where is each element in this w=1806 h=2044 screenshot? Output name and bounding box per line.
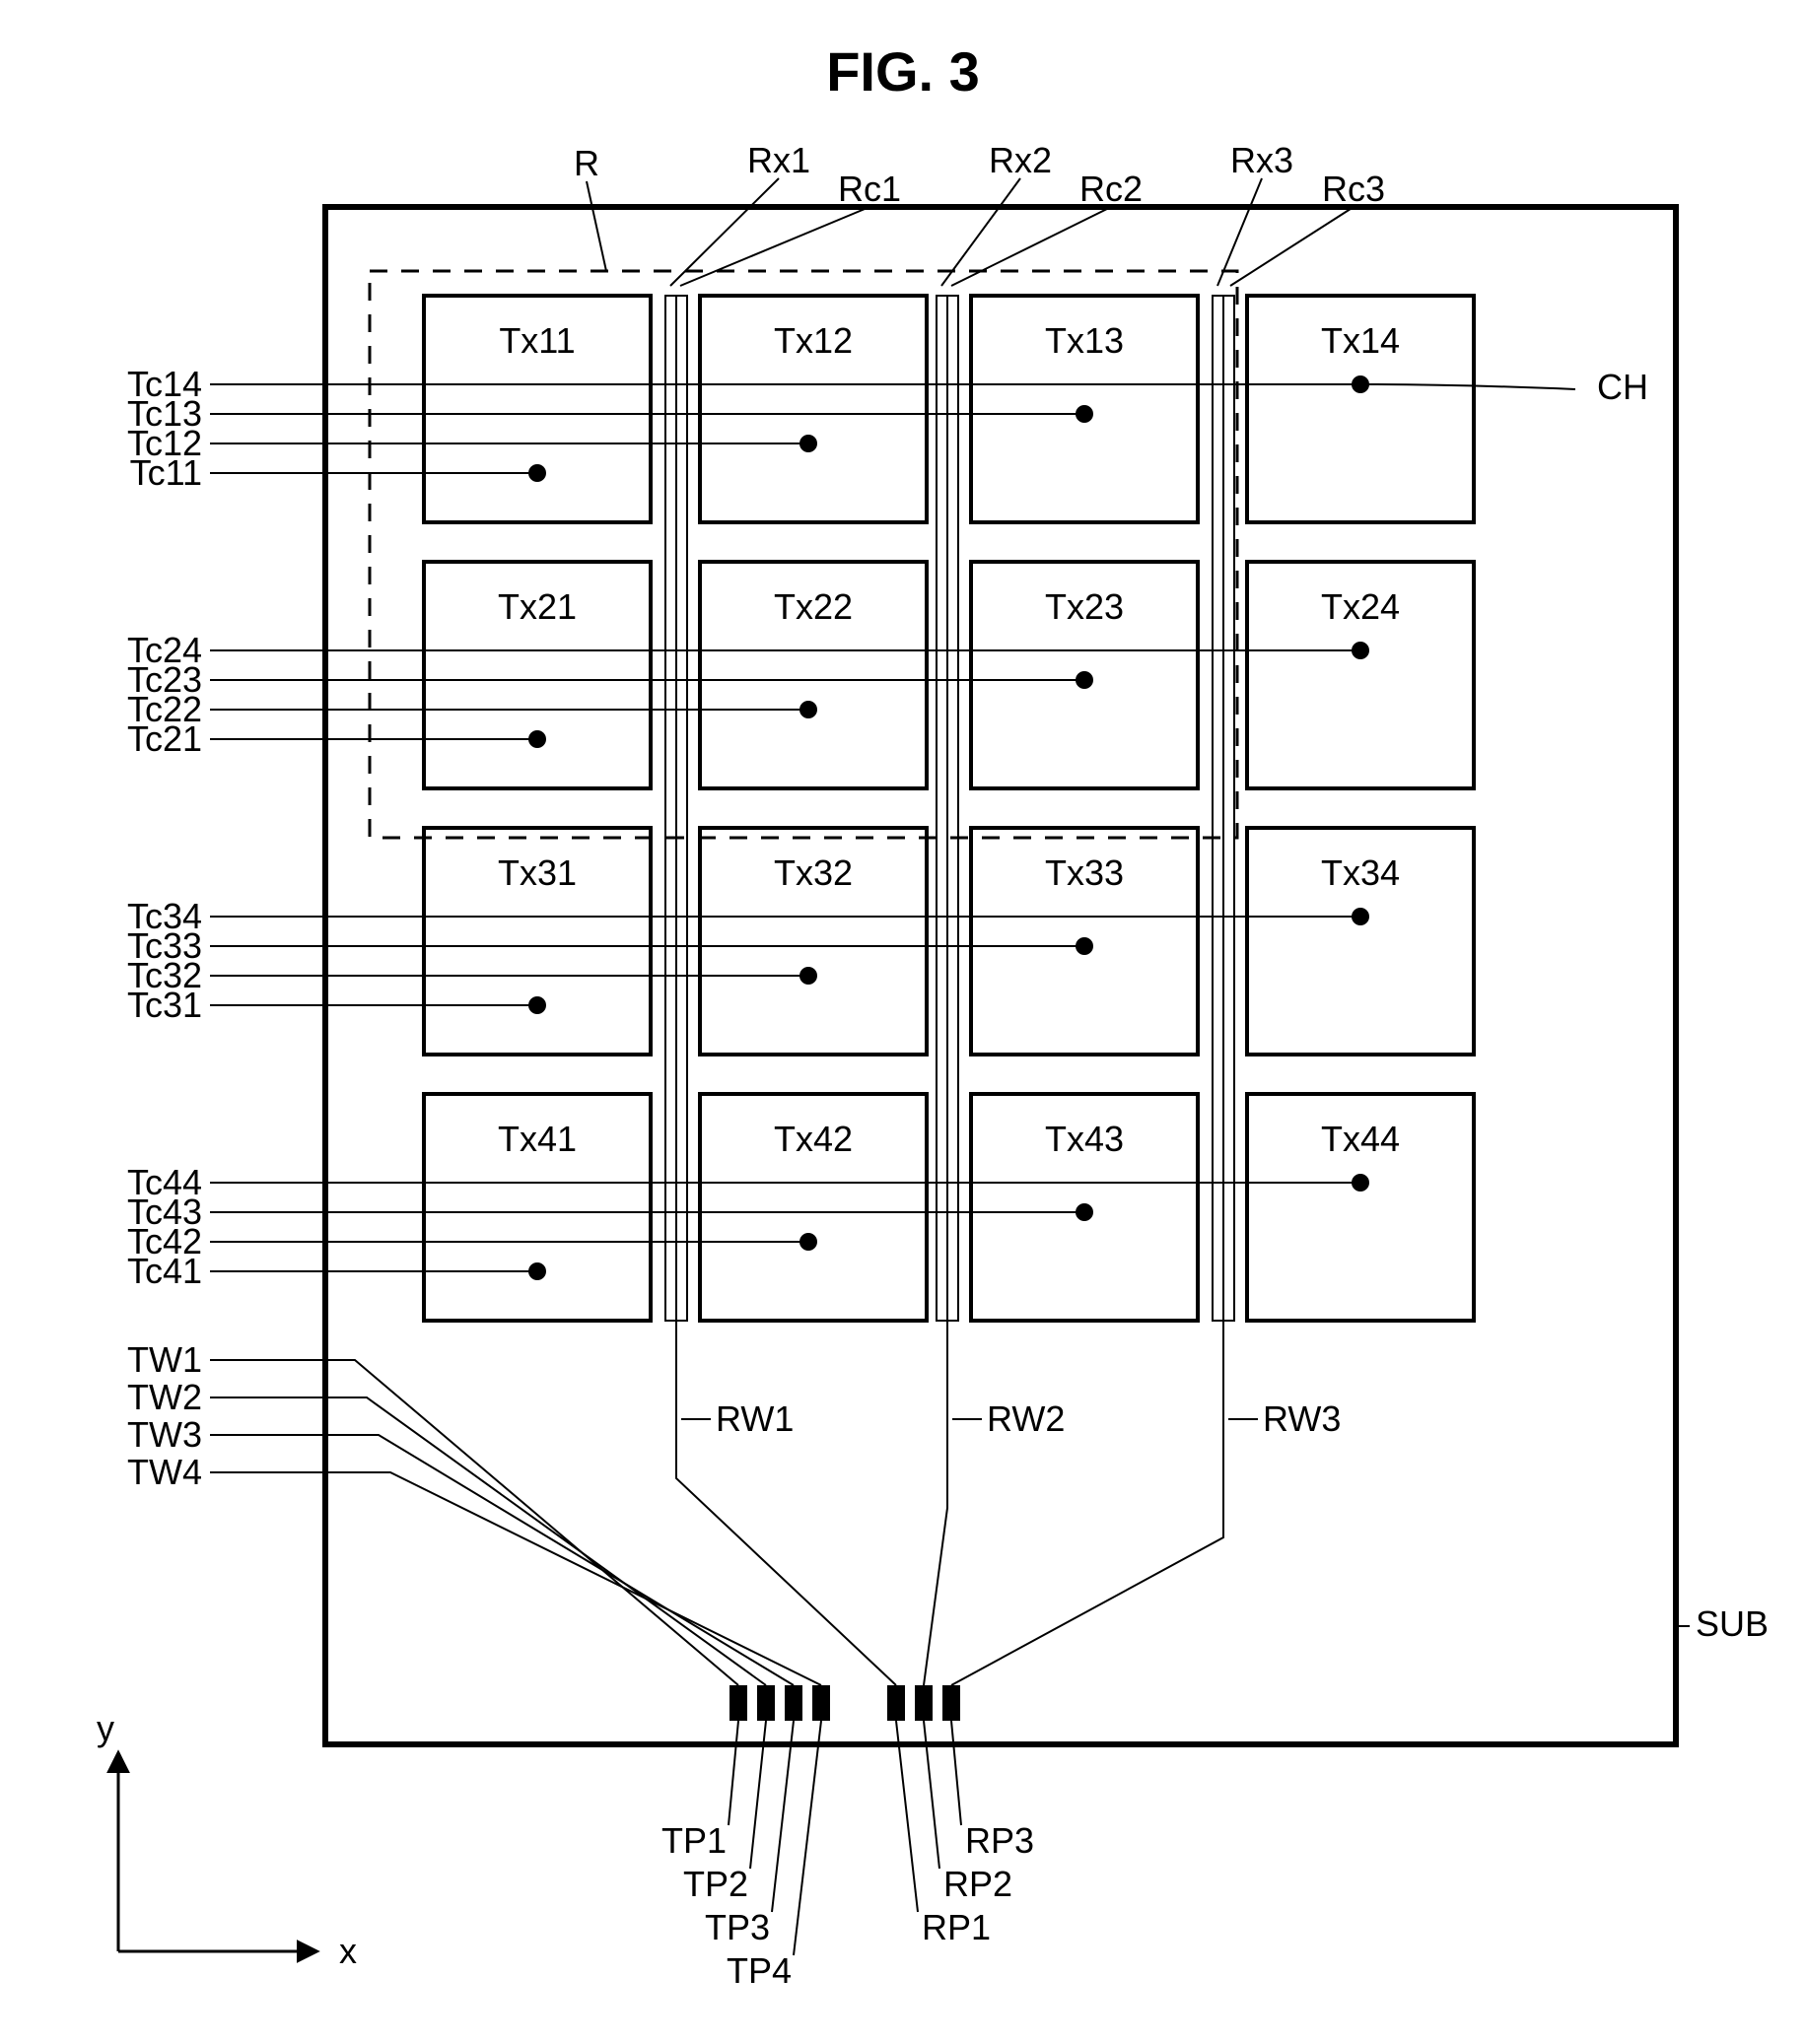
contact-dot [1352, 908, 1369, 925]
svg-text:Tx44: Tx44 [1321, 1119, 1400, 1159]
svg-text:TP1: TP1 [661, 1820, 727, 1861]
svg-text:RW1: RW1 [716, 1398, 794, 1439]
svg-text:TP4: TP4 [727, 1950, 792, 1991]
svg-text:Rc1: Rc1 [838, 169, 901, 209]
svg-text:Tx43: Tx43 [1045, 1119, 1124, 1159]
svg-text:y: y [97, 1708, 114, 1748]
svg-text:Tc31: Tc31 [127, 985, 202, 1025]
contact-dot [799, 1233, 817, 1251]
svg-text:TP2: TP2 [683, 1864, 748, 1904]
svg-text:Tx34: Tx34 [1321, 852, 1400, 893]
svg-text:TP3: TP3 [705, 1907, 770, 1947]
svg-text:Tc41: Tc41 [127, 1251, 202, 1291]
svg-text:RP3: RP3 [965, 1820, 1034, 1861]
svg-text:Tx24: Tx24 [1321, 586, 1400, 627]
svg-text:Tx11: Tx11 [499, 320, 575, 361]
contact-dot [528, 1262, 546, 1280]
svg-text:TW2: TW2 [127, 1377, 202, 1417]
svg-text:TW1: TW1 [127, 1339, 202, 1380]
svg-text:Rx1: Rx1 [747, 140, 810, 180]
contact-dot [799, 967, 817, 985]
contact-dot [1352, 642, 1369, 659]
svg-text:Tx21: Tx21 [498, 586, 577, 627]
svg-text:Rc2: Rc2 [1079, 169, 1143, 209]
pad [785, 1685, 802, 1721]
svg-text:RP1: RP1 [922, 1907, 991, 1947]
svg-text:CH: CH [1597, 367, 1648, 407]
svg-text:Tx41: Tx41 [498, 1119, 577, 1159]
pad [729, 1685, 747, 1721]
svg-text:SUB: SUB [1696, 1603, 1769, 1644]
contact-dot [799, 701, 817, 718]
svg-text:Tx12: Tx12 [774, 320, 853, 361]
svg-text:TW4: TW4 [127, 1452, 202, 1492]
contact-dot [1076, 405, 1093, 423]
figure-title: FIG. 3 [0, 39, 1806, 103]
svg-text:Tx13: Tx13 [1045, 320, 1124, 361]
svg-text:Tc11: Tc11 [130, 452, 202, 493]
pad [915, 1685, 933, 1721]
contact-dot [1076, 1203, 1093, 1221]
svg-text:Rx2: Rx2 [989, 140, 1052, 180]
pad [757, 1685, 775, 1721]
svg-text:RW3: RW3 [1263, 1398, 1341, 1439]
pad [942, 1685, 960, 1721]
svg-text:TW3: TW3 [127, 1414, 202, 1455]
contact-dot [1352, 1174, 1369, 1192]
svg-text:Tx33: Tx33 [1045, 852, 1124, 893]
svg-text:x: x [339, 1931, 357, 1971]
svg-text:RW2: RW2 [987, 1398, 1065, 1439]
contact-dot [1076, 937, 1093, 955]
contact-dot [528, 996, 546, 1014]
svg-text:Tc21: Tc21 [127, 718, 202, 759]
svg-text:R: R [574, 143, 599, 183]
svg-text:RP2: RP2 [943, 1864, 1012, 1904]
svg-text:Tx42: Tx42 [774, 1119, 853, 1159]
pad [887, 1685, 905, 1721]
pad [812, 1685, 830, 1721]
contact-dot [528, 464, 546, 482]
diagram-svg: Tx11 Tx12 Tx13 Tx14 Tx21 Tx22 Tx23 Tx24 Tx31 Tx32… [0, 0, 1806, 2044]
svg-text:Tx32: Tx32 [774, 852, 853, 893]
contact-dot [1076, 671, 1093, 689]
svg-text:Rc3: Rc3 [1322, 169, 1385, 209]
contact-dot [799, 435, 817, 452]
contact-dot [528, 730, 546, 748]
svg-text:Tx14: Tx14 [1321, 320, 1400, 361]
svg-text:Tx22: Tx22 [774, 586, 853, 627]
svg-text:Rx3: Rx3 [1230, 140, 1293, 180]
svg-text:Tx31: Tx31 [498, 852, 577, 893]
svg-text:Tx23: Tx23 [1045, 586, 1124, 627]
